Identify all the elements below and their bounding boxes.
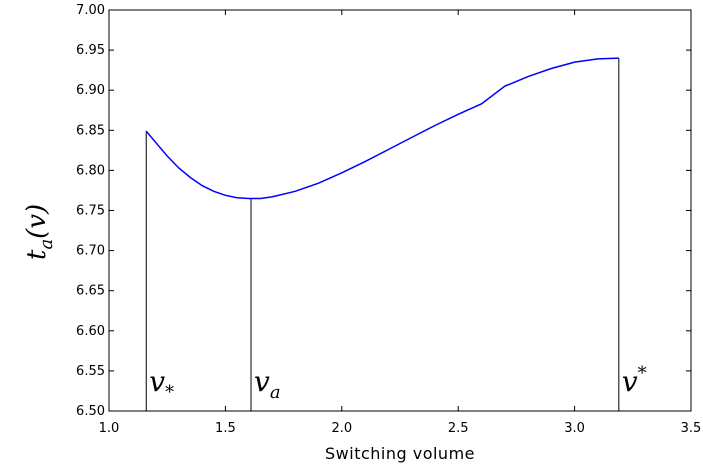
plot-frame xyxy=(108,9,692,412)
x-tick-label: 2.5 xyxy=(448,421,469,436)
x-axis-label: Switching volume xyxy=(325,444,475,463)
y-tick-label: 6.55 xyxy=(76,364,105,379)
x-tick-label: 1.0 xyxy=(99,421,120,436)
data-line xyxy=(145,57,619,200)
y-tick-label: 6.65 xyxy=(76,284,105,299)
y-tick-label: 7.00 xyxy=(76,3,105,18)
marker-lines: v* va v* xyxy=(145,58,647,411)
y-tick-label: 6.50 xyxy=(76,404,105,419)
x-tick-label: 3.0 xyxy=(564,421,585,436)
marker-label: v* xyxy=(149,365,174,403)
y-tick-label: 6.75 xyxy=(76,204,105,219)
y-tick-label: 6.95 xyxy=(76,43,105,58)
x-tick-label: 2.0 xyxy=(331,421,352,436)
y-tick-label: 6.90 xyxy=(76,83,105,98)
y-axis-label-arg: (v) xyxy=(22,204,52,239)
x-tick-label: 3.5 xyxy=(681,421,702,436)
marker-label: va xyxy=(254,365,281,403)
y-tick-label: 6.80 xyxy=(76,163,105,178)
y-axis-label-base: t xyxy=(22,249,52,260)
axis-ticks: 6.50 6.55 6.60 6.65 6.70 6.75 6.80 6.85 6.90 6.95… xyxy=(76,3,701,436)
svg-text:ta(v): ta(v) xyxy=(22,204,57,260)
y-tick-label: 6.85 xyxy=(76,123,105,138)
y-tick-label: 6.60 xyxy=(76,324,105,339)
x-tick-label: 1.5 xyxy=(215,421,236,436)
marker-label: v* xyxy=(622,363,647,398)
y-tick-label: 6.70 xyxy=(76,244,105,259)
y-axis-label: ta(v) xyxy=(22,204,57,260)
y-axis-label-sub: a xyxy=(36,239,57,250)
